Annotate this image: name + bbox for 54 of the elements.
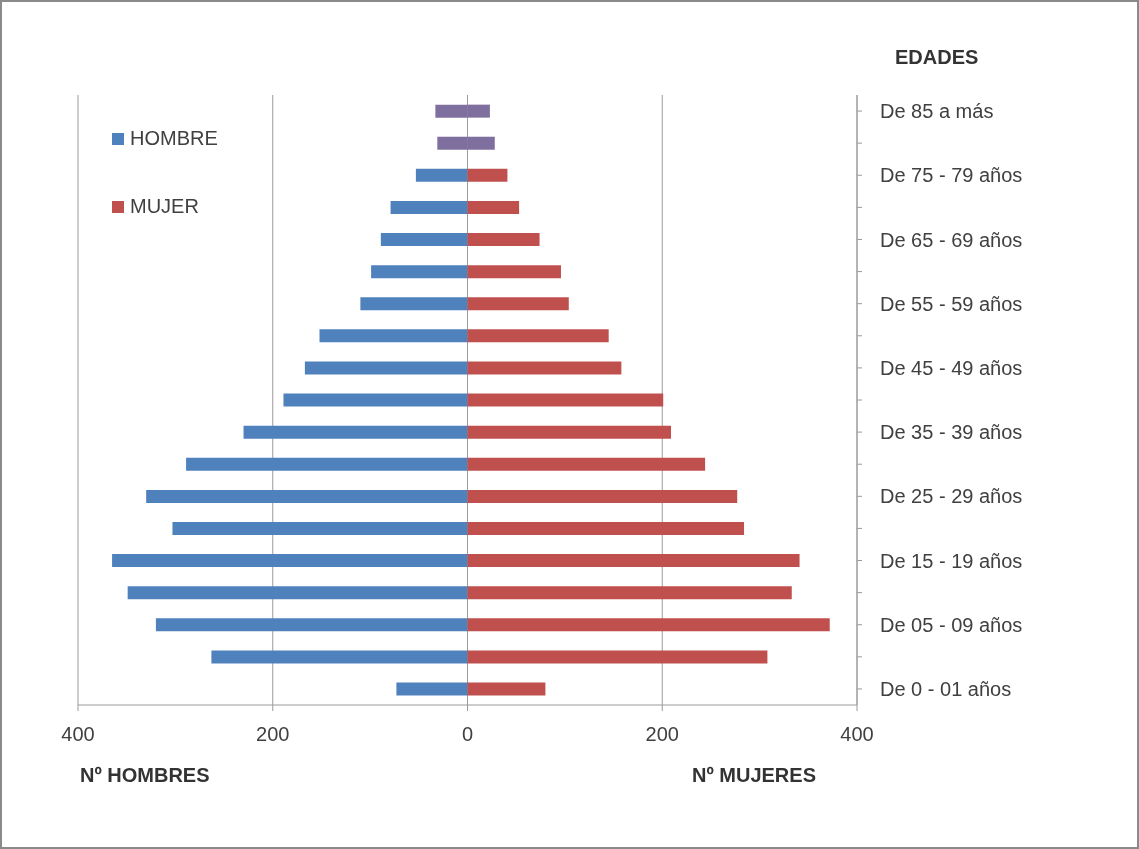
bar <box>371 265 468 279</box>
y-tick-label: De 55 - 59 años <box>880 292 1023 315</box>
bar <box>467 329 609 343</box>
bar <box>467 457 706 471</box>
bar <box>467 586 792 600</box>
bar <box>396 682 468 696</box>
bar <box>467 265 561 279</box>
bar <box>186 457 468 471</box>
bar <box>467 361 622 375</box>
bar <box>415 168 468 182</box>
bar <box>146 489 468 503</box>
bar <box>304 361 468 375</box>
bar <box>467 522 745 535</box>
y-tick-label: De 0 - 01 años <box>880 678 1012 701</box>
y-tick-label: De 45 - 49 años <box>880 356 1023 379</box>
bar <box>467 233 540 247</box>
y-tick-label: De 25 - 29 años <box>880 485 1023 508</box>
bar <box>319 329 468 343</box>
bar <box>243 425 468 439</box>
bar <box>127 586 468 600</box>
bar <box>467 168 508 182</box>
bar <box>467 393 664 407</box>
legend-label: HOMBRE <box>130 127 218 150</box>
x-tick-label: 200 <box>256 723 290 746</box>
text: Nº MUJERES <box>692 764 816 787</box>
bar <box>283 393 468 407</box>
y-tick-label: De 15 - 19 años <box>880 549 1023 572</box>
bar <box>211 650 468 664</box>
bar <box>172 522 468 535</box>
bar <box>467 682 546 696</box>
x-tick-label: 400 <box>61 723 95 746</box>
text: Nº HOMBRES <box>80 764 210 787</box>
bar <box>467 297 569 311</box>
bar <box>467 425 672 439</box>
y-tick-label: De 65 - 69 años <box>880 228 1023 251</box>
bar <box>390 200 468 214</box>
legend-label: MUJER <box>130 195 199 218</box>
bar <box>467 200 520 214</box>
y-axis-title: EDADES <box>895 46 979 69</box>
y-tick-label: De 35 - 39 años <box>880 421 1023 444</box>
bar <box>112 554 468 568</box>
x-tick-label: 400 <box>840 723 874 746</box>
y-tick-label: De 05 - 09 años <box>880 613 1023 636</box>
bar <box>467 618 830 632</box>
bar <box>155 618 468 632</box>
x-tick-label: 0 <box>461 723 474 746</box>
bar <box>467 489 738 503</box>
x-tick-label: 200 <box>645 723 679 746</box>
bar <box>360 297 468 311</box>
bar <box>467 554 800 568</box>
bar <box>467 650 768 664</box>
y-tick-label: De 75 - 79 años <box>880 164 1023 187</box>
bar <box>380 233 468 247</box>
y-tick-label: De 85 a más <box>880 100 994 123</box>
